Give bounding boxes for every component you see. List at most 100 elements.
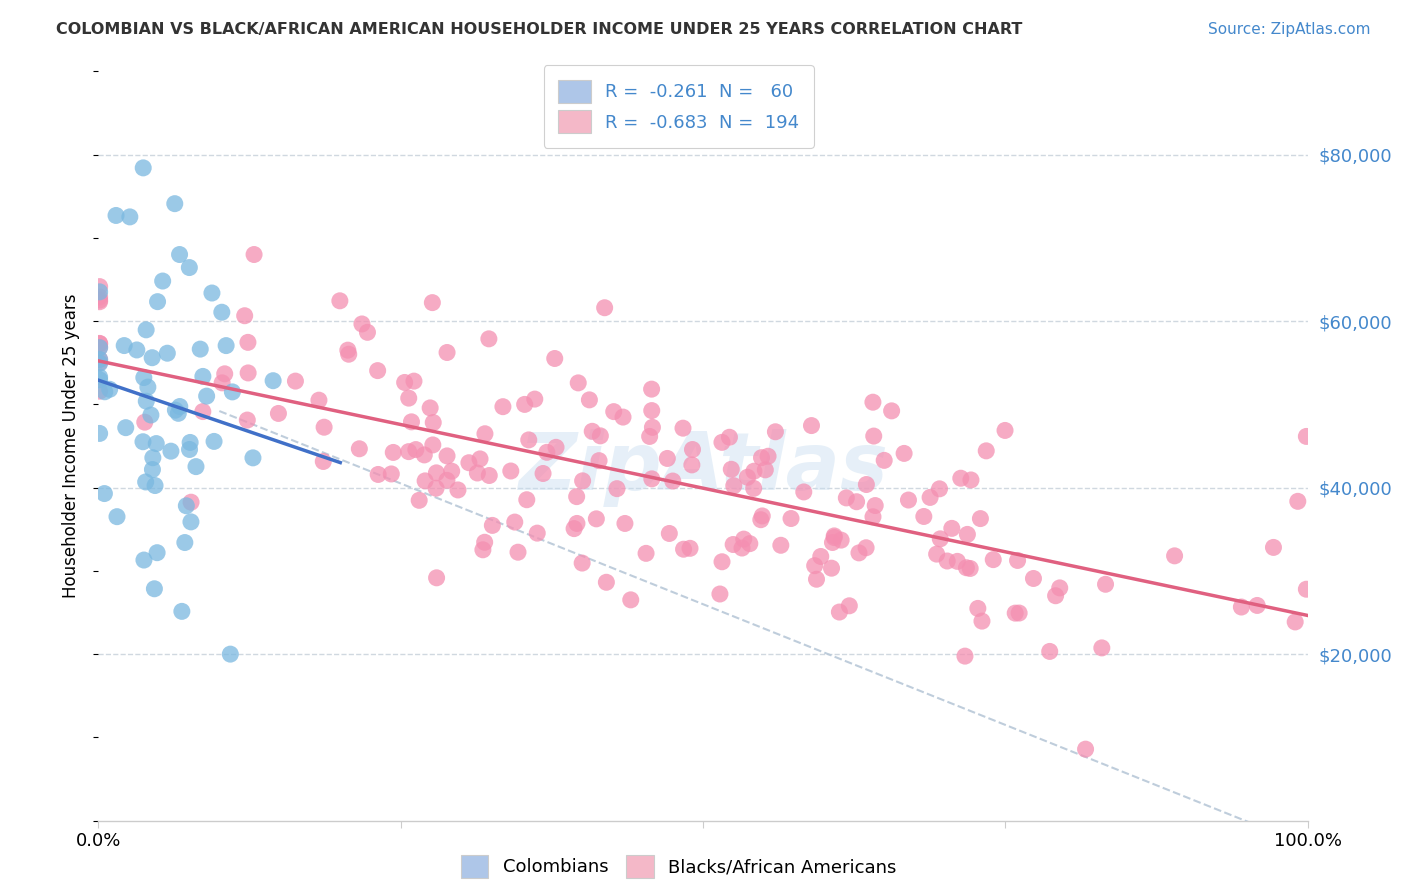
Point <box>969 511 991 525</box>
Point <box>499 464 522 478</box>
Point <box>536 445 558 459</box>
Point <box>184 459 207 474</box>
Point <box>132 370 155 384</box>
Point <box>588 453 610 467</box>
Point <box>751 508 773 523</box>
Point <box>657 451 679 466</box>
Point <box>873 453 896 467</box>
Point <box>413 474 436 488</box>
Point <box>946 554 969 568</box>
Point <box>367 363 389 377</box>
Point <box>380 467 402 481</box>
Point <box>440 464 463 478</box>
Point <box>401 415 423 429</box>
Point <box>780 511 803 525</box>
Point <box>578 392 600 407</box>
Point <box>425 466 447 480</box>
Point <box>1230 600 1253 615</box>
Point <box>215 338 238 352</box>
Point <box>711 555 734 569</box>
Point <box>974 443 997 458</box>
Point <box>661 474 683 488</box>
Point <box>134 415 156 429</box>
Point <box>994 424 1017 438</box>
Point <box>658 526 681 541</box>
Point <box>242 450 264 465</box>
Point <box>191 404 214 418</box>
Point <box>571 556 593 570</box>
Point <box>135 475 157 489</box>
Point <box>953 649 976 664</box>
Point <box>517 433 540 447</box>
Point <box>636 546 658 560</box>
Point <box>949 471 972 485</box>
Point <box>474 535 496 549</box>
Point <box>337 347 360 361</box>
Point <box>89 336 111 351</box>
Point <box>474 426 496 441</box>
Point <box>349 442 371 456</box>
Point <box>202 434 225 449</box>
Point <box>163 196 186 211</box>
Point <box>267 407 290 421</box>
Point <box>1022 572 1045 586</box>
Point <box>436 473 458 487</box>
Point <box>897 493 920 508</box>
Point <box>929 532 952 546</box>
Point <box>89 355 111 369</box>
Point <box>880 404 903 418</box>
Point <box>179 442 201 457</box>
Point <box>672 421 695 435</box>
Point <box>516 492 538 507</box>
Point <box>236 413 259 427</box>
Point <box>830 533 852 548</box>
Point <box>89 352 111 367</box>
Point <box>478 332 501 346</box>
Point <box>749 513 772 527</box>
Text: COLOMBIAN VS BLACK/AFRICAN AMERICAN HOUSEHOLDER INCOME UNDER 25 YEARS CORRELATIO: COLOMBIAN VS BLACK/AFRICAN AMERICAN HOUS… <box>56 22 1022 37</box>
Point <box>803 558 825 573</box>
Point <box>132 161 155 175</box>
Point <box>544 440 567 454</box>
Point <box>738 536 761 550</box>
Point <box>800 418 823 433</box>
Point <box>167 406 190 420</box>
Point <box>641 472 664 486</box>
Point <box>1263 541 1285 555</box>
Point <box>1295 429 1317 443</box>
Point <box>523 392 546 406</box>
Point <box>1049 581 1071 595</box>
Point <box>721 537 744 551</box>
Point <box>468 451 491 466</box>
Point <box>160 444 183 458</box>
Point <box>733 532 755 546</box>
Point <box>436 345 458 359</box>
Point <box>862 395 884 409</box>
Point <box>105 509 128 524</box>
Point <box>956 527 979 541</box>
Text: Source: ZipAtlas.com: Source: ZipAtlas.com <box>1208 22 1371 37</box>
Point <box>136 380 159 394</box>
Point <box>1286 494 1309 508</box>
Point <box>236 335 259 350</box>
Point <box>143 478 166 492</box>
Point <box>823 529 845 543</box>
Point <box>593 301 616 315</box>
Point <box>955 560 977 574</box>
Point <box>723 479 745 493</box>
Point <box>467 466 489 480</box>
Point <box>156 346 179 360</box>
Point <box>679 541 702 556</box>
Point <box>672 542 695 557</box>
Point <box>731 541 754 555</box>
Point <box>481 518 503 533</box>
Point <box>820 561 842 575</box>
Point <box>863 499 886 513</box>
Point <box>862 429 884 443</box>
Point <box>89 426 111 441</box>
Point <box>89 370 111 384</box>
Point <box>262 374 284 388</box>
Point <box>170 604 193 618</box>
Point <box>1045 589 1067 603</box>
Point <box>141 351 163 365</box>
